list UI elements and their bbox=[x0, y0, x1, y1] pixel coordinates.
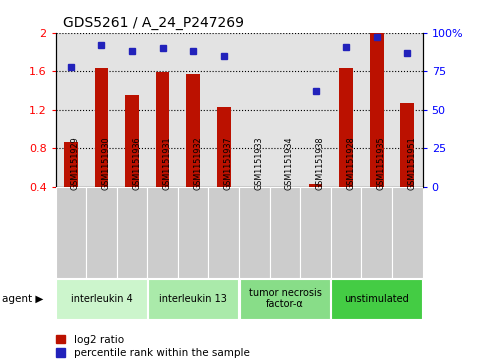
Bar bbox=[331, 33, 361, 187]
Bar bbox=[392, 187, 423, 278]
Bar bbox=[300, 33, 331, 187]
Text: GSM1151929: GSM1151929 bbox=[71, 136, 80, 189]
Bar bbox=[56, 33, 86, 187]
Text: GSM1151932: GSM1151932 bbox=[193, 136, 202, 189]
Bar bbox=[117, 33, 147, 187]
Bar bbox=[400, 103, 414, 187]
Bar bbox=[178, 33, 209, 187]
Bar bbox=[56, 278, 147, 319]
Bar bbox=[125, 95, 139, 187]
Text: GSM1151930: GSM1151930 bbox=[101, 136, 111, 189]
Bar bbox=[186, 74, 200, 187]
Text: GSM1151938: GSM1151938 bbox=[315, 136, 325, 189]
Bar bbox=[117, 187, 147, 278]
Bar bbox=[239, 33, 270, 187]
Bar bbox=[392, 33, 423, 187]
Bar bbox=[56, 187, 86, 278]
Text: GSM1151937: GSM1151937 bbox=[224, 136, 233, 189]
Bar bbox=[209, 33, 239, 187]
Bar bbox=[147, 33, 178, 187]
Text: GSM1151931: GSM1151931 bbox=[163, 136, 171, 189]
Text: interleukin 4: interleukin 4 bbox=[71, 294, 132, 303]
Bar bbox=[86, 187, 117, 278]
Bar bbox=[178, 187, 209, 278]
Text: GSM1151951: GSM1151951 bbox=[407, 136, 416, 189]
Bar bbox=[64, 142, 78, 187]
Bar bbox=[148, 278, 239, 319]
Bar bbox=[361, 187, 392, 278]
Bar bbox=[309, 184, 323, 187]
Text: interleukin 13: interleukin 13 bbox=[159, 294, 227, 303]
Text: GSM1151934: GSM1151934 bbox=[285, 136, 294, 189]
Bar bbox=[147, 187, 178, 278]
Text: GSM1151935: GSM1151935 bbox=[377, 136, 386, 189]
Text: unstimulated: unstimulated bbox=[344, 294, 409, 303]
Text: GSM1151928: GSM1151928 bbox=[346, 136, 355, 189]
Bar bbox=[270, 187, 300, 278]
Bar bbox=[339, 68, 353, 187]
Bar bbox=[270, 33, 300, 187]
Bar bbox=[300, 187, 331, 278]
Text: GSM1151936: GSM1151936 bbox=[132, 136, 141, 189]
Text: GSM1151933: GSM1151933 bbox=[255, 136, 263, 189]
Bar bbox=[86, 33, 117, 187]
Bar bbox=[361, 33, 392, 187]
Bar bbox=[331, 187, 361, 278]
Bar bbox=[156, 72, 170, 187]
Legend: log2 ratio, percentile rank within the sample: log2 ratio, percentile rank within the s… bbox=[56, 335, 250, 358]
Text: GDS5261 / A_24_P247269: GDS5261 / A_24_P247269 bbox=[63, 16, 244, 30]
Bar bbox=[217, 107, 231, 187]
Bar bbox=[95, 68, 108, 187]
Bar bbox=[240, 278, 330, 319]
Bar bbox=[239, 187, 270, 278]
Bar bbox=[209, 187, 239, 278]
Bar bbox=[370, 33, 384, 187]
Text: tumor necrosis
factor-α: tumor necrosis factor-α bbox=[249, 288, 321, 309]
Bar bbox=[331, 278, 422, 319]
Text: agent ▶: agent ▶ bbox=[2, 294, 44, 303]
